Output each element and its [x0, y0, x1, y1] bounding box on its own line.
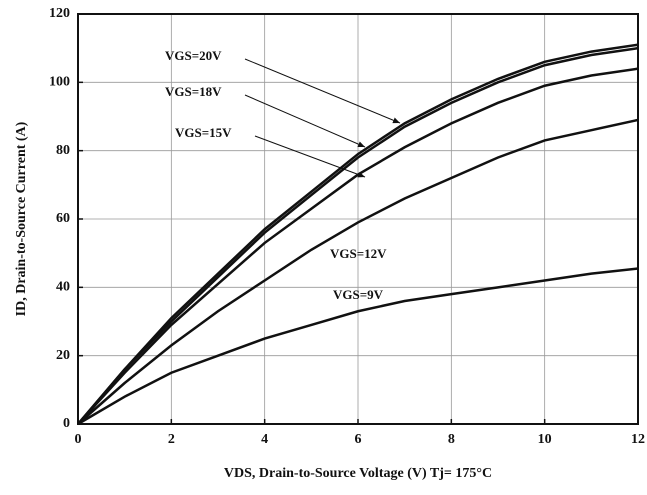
y-axis-label: ID, Drain-to-Source Current (A) — [14, 121, 29, 316]
x-axis-label: VDS, Drain-to-Source Voltage (V) Tj= 175… — [224, 466, 492, 481]
series-label: VGS=20V — [165, 48, 222, 63]
y-tick-label: 40 — [56, 280, 70, 295]
series-line — [77, 43, 639, 425]
plot-frame — [77, 13, 639, 425]
x-tick-label: 6 — [355, 432, 362, 447]
x-tick-label: 10 — [538, 432, 552, 447]
annotation-arrow — [254, 135, 366, 178]
x-tick-label: 0 — [75, 432, 82, 447]
x-tick-label: 2 — [168, 432, 175, 447]
y-tick-label: 120 — [49, 6, 70, 21]
x-tick-label: 12 — [631, 432, 645, 447]
y-tick-label: 100 — [49, 75, 70, 90]
y-tick-label: 80 — [56, 143, 70, 158]
series-line — [77, 46, 639, 425]
series-label: VGS=15V — [175, 125, 232, 140]
series-line — [77, 267, 639, 426]
annotation-arrow — [244, 94, 366, 148]
series-label: VGS=12V — [330, 246, 387, 261]
series-line — [77, 118, 639, 425]
series-label: VGS=9V — [333, 287, 384, 302]
y-tick-label: 20 — [56, 348, 70, 363]
y-tick-label: 60 — [56, 211, 70, 226]
series-label: VGS=18V — [165, 84, 222, 99]
x-tick-label: 4 — [261, 432, 268, 447]
annotation-arrow — [244, 58, 401, 124]
x-tick-label: 8 — [448, 432, 455, 447]
y-tick-label: 0 — [63, 416, 70, 431]
